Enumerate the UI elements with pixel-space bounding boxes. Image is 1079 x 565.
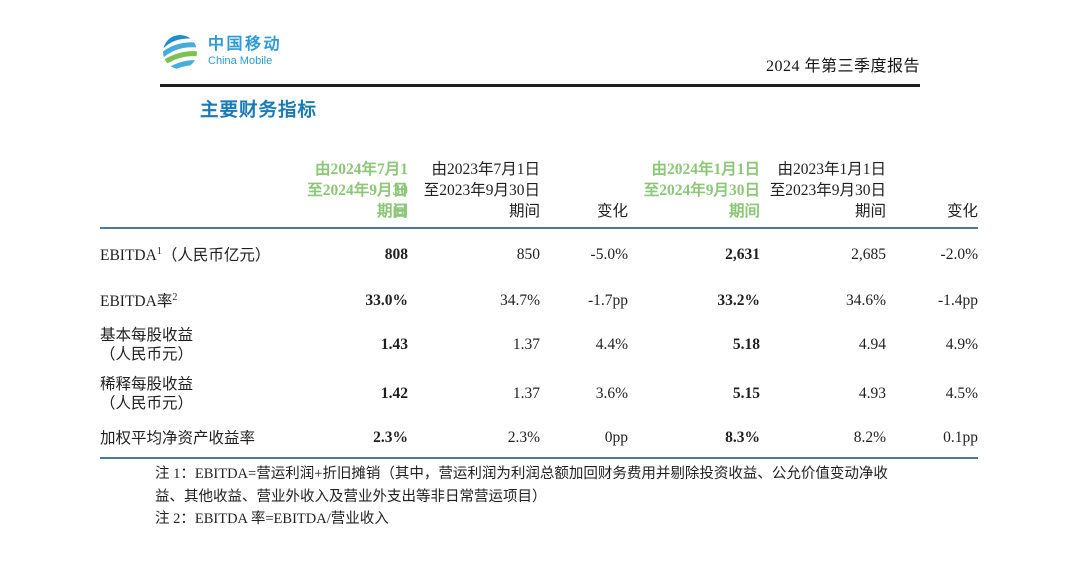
cell-value: 1.37 xyxy=(512,336,540,353)
row-label: EBITDA率2 xyxy=(100,291,178,310)
cell-value: 1.42 xyxy=(380,385,408,402)
header-col-2023q3: 由2023年7月1日 至2023年9月30日 期间 xyxy=(423,161,540,220)
cell-value: -1.7pp xyxy=(587,292,628,309)
cell-value: -1.4pp xyxy=(937,292,978,309)
table-row-basic-eps: 基本每股收益 （人民币元） 1.43 1.37 4.4% 5.18 4.94 4… xyxy=(100,321,978,369)
cell-value: 4.4% xyxy=(595,336,628,353)
report-title: 2024 年第三季度报告 xyxy=(765,58,920,75)
table-header-row: 由2024年7月1日 至2024年9月30日 期间 由2023年7月1日 至20… xyxy=(100,159,978,222)
cell-value: 8.3% xyxy=(725,429,760,446)
cell-value: -5.0% xyxy=(590,246,628,263)
cell-value: 1.43 xyxy=(380,336,408,353)
cell-value: 3.6% xyxy=(595,385,628,402)
cell-value: 2,631 xyxy=(725,246,760,263)
cell-value: 0.1pp xyxy=(943,429,978,446)
header-col-change-q: 变化 xyxy=(596,203,628,220)
note-1-continued: 益、其他收益、营业外收入及营业外支出等非日常营运项目） xyxy=(155,488,547,505)
cell-value: 0pp xyxy=(604,429,628,446)
cell-value: 34.7% xyxy=(499,292,540,309)
china-mobile-logo: 中国移动 China Mobile xyxy=(160,32,282,72)
china-mobile-swirl-icon xyxy=(160,32,200,72)
table-row-diluted-eps: 稀释每股收益 （人民币元） 1.42 1.37 3.6% 5.15 4.93 4… xyxy=(100,369,978,419)
cell-value: 5.18 xyxy=(732,336,760,353)
header-col-2023ytd: 由2023年1月1日 至2023年9月30日 期间 xyxy=(769,161,886,220)
cell-value: 4.93 xyxy=(858,385,886,402)
header-label-spacer xyxy=(100,159,305,222)
row-label: 加权平均净资产收益率 xyxy=(100,429,256,447)
section-title: 主要财务指标 xyxy=(200,99,318,120)
cell-value: -2.0% xyxy=(940,246,978,263)
cell-value: 33.0% xyxy=(365,292,408,309)
header-col-change-ytd: 变化 xyxy=(946,203,978,220)
row-label: 稀释每股收益 （人民币元） xyxy=(100,376,194,412)
cell-value: 4.5% xyxy=(945,385,978,402)
cell-value: 2.3% xyxy=(507,429,540,446)
note-1: 注 1：EBITDA=营运利润+折旧摊销（其中，营运利润为利润总额加回财务费用并… xyxy=(155,466,888,482)
cell-value: 4.9% xyxy=(945,336,978,353)
table-row-ebitda-margin: EBITDA率2 33.0% 34.7% -1.7pp 33.2% 34.6% … xyxy=(100,281,978,321)
header-col-2024q3: 由2024年7月1日 至2024年9月30日 期间 xyxy=(307,161,408,220)
cell-value: 2,685 xyxy=(851,246,886,263)
cell-value: 34.6% xyxy=(845,292,886,309)
header-col-2024ytd: 由2024年1月1日 至2024年9月30日 期间 xyxy=(643,161,760,220)
row-label: 基本每股收益 （人民币元） xyxy=(100,327,194,363)
note-2: 注 2：EBITDA 率=EBITDA/营业收入 xyxy=(155,511,389,527)
table-bottom-rule xyxy=(100,457,978,459)
table-row-ebitda: EBITDA1（人民币亿元） 808 850 -5.0% 2,631 2,685… xyxy=(100,229,978,281)
logo-text: 中国移动 China Mobile xyxy=(208,36,282,67)
cell-value: 4.94 xyxy=(858,336,886,353)
table-row-roe: 加权平均净资产收益率 2.3% 2.3% 0pp 8.3% 8.2% 0.1pp xyxy=(100,419,978,457)
footnotes: 注 1：EBITDA=营运利润+折旧摊销（其中，营运利润为利润总额加回财务费用并… xyxy=(155,463,888,531)
cell-value: 850 xyxy=(516,246,540,263)
cell-value: 808 xyxy=(384,246,408,263)
brand-name-cn: 中国移动 xyxy=(208,36,283,54)
cell-value: 2.3% xyxy=(373,429,408,446)
cell-value: 5.15 xyxy=(732,385,760,402)
financial-table: 由2024年7月1日 至2024年9月30日 期间 由2023年7月1日 至20… xyxy=(100,159,978,459)
header-divider xyxy=(160,84,920,87)
cell-value: 33.2% xyxy=(717,292,760,309)
cell-value: 1.37 xyxy=(512,385,540,402)
cell-value: 8.2% xyxy=(853,429,886,446)
brand-name-en: China Mobile xyxy=(208,54,273,67)
row-label: EBITDA1（人民币亿元） xyxy=(100,245,271,264)
table-top-rule xyxy=(100,227,978,229)
